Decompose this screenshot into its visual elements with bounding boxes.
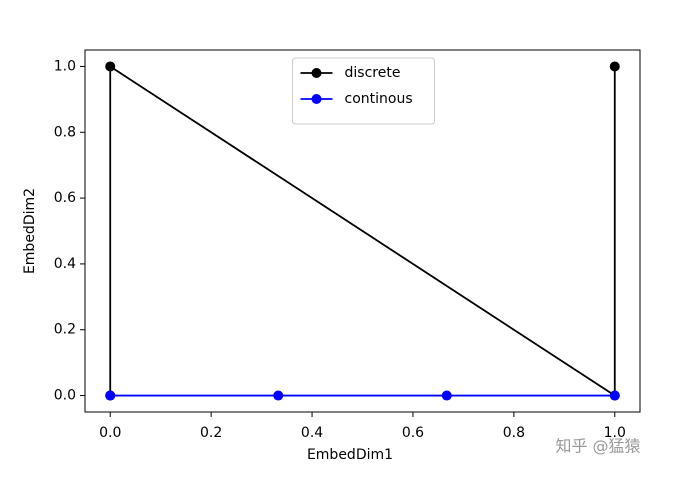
y-tick-label: 0.4 bbox=[54, 256, 76, 272]
point bbox=[441, 390, 452, 401]
point bbox=[609, 61, 620, 72]
point bbox=[105, 61, 116, 72]
legend-label: continous bbox=[345, 91, 413, 107]
x-axis-label: EmbedDim1 bbox=[307, 447, 393, 463]
x-tick-label: 0.8 bbox=[503, 425, 525, 441]
point bbox=[273, 390, 284, 401]
x-tick-label: 1.0 bbox=[604, 425, 626, 441]
x-tick-label: 0.0 bbox=[99, 425, 121, 441]
y-axis-label: EmbedDim2 bbox=[22, 188, 38, 274]
legend-marker bbox=[311, 68, 322, 78]
y-tick-label: 0.8 bbox=[54, 124, 76, 140]
y-tick-label: 0.6 bbox=[54, 190, 76, 206]
y-tick-label: 1.0 bbox=[54, 58, 76, 74]
plot-frame bbox=[84, 49, 641, 413]
point bbox=[609, 390, 620, 401]
x-tick-label: 0.6 bbox=[402, 425, 424, 441]
legend-box bbox=[292, 57, 435, 125]
y-tick-label: 0.2 bbox=[54, 322, 76, 338]
legend-marker bbox=[311, 94, 322, 104]
legend-label: discrete bbox=[345, 65, 401, 81]
series-line bbox=[109, 64, 616, 398]
x-tick-label: 0.2 bbox=[200, 425, 222, 441]
x-tick-label: 0.4 bbox=[301, 425, 323, 441]
watermark: 知乎 @猛猿 bbox=[555, 437, 640, 456]
y-tick-label: 0.0 bbox=[54, 388, 76, 404]
point bbox=[105, 390, 116, 401]
